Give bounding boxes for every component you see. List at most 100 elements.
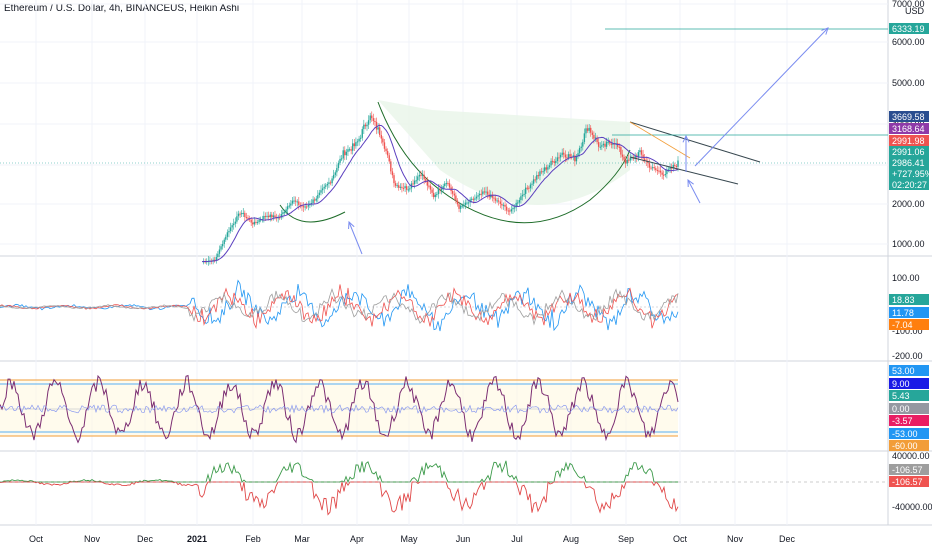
- candle: [418, 174, 421, 177]
- candle: [231, 225, 233, 228]
- x-tick-label: Nov: [84, 534, 101, 544]
- candle: [634, 155, 636, 159]
- candle: [555, 160, 557, 163]
- candle: [586, 128, 589, 131]
- candle: [323, 186, 325, 189]
- pointer-arrow-right-head: [687, 178, 694, 188]
- candle: [267, 215, 270, 218]
- candle: [336, 168, 338, 173]
- candle: [415, 180, 417, 182]
- oscillator-label-box: [889, 440, 929, 451]
- candle: [475, 196, 478, 199]
- candle: [520, 196, 522, 201]
- x-tick-label: Apr: [350, 534, 364, 544]
- candle: [337, 162, 340, 169]
- candle: [263, 215, 265, 220]
- candle: [467, 202, 470, 204]
- candle: [550, 160, 552, 166]
- candle: [218, 249, 221, 254]
- candle: [212, 259, 214, 261]
- candle: [566, 157, 568, 159]
- candle: [348, 149, 351, 151]
- candle: [548, 165, 551, 168]
- candle: [306, 206, 308, 208]
- candle: [326, 183, 329, 186]
- candle: [248, 218, 251, 220]
- candle: [394, 183, 397, 186]
- candle: [401, 186, 403, 188]
- volume-label: -106.57: [892, 465, 923, 475]
- price-label-box: [889, 135, 929, 146]
- momentum-label-box: [889, 307, 929, 318]
- candle: [307, 205, 310, 207]
- candle: [610, 143, 613, 145]
- candle: [442, 186, 444, 189]
- candle: [233, 223, 235, 226]
- candle: [577, 153, 579, 156]
- breakout-arrow-head: [682, 134, 690, 143]
- candle: [366, 124, 368, 127]
- candle: [279, 217, 281, 219]
- candle: [677, 160, 679, 167]
- candle: [594, 137, 597, 139]
- candle: [221, 243, 224, 247]
- volume-tick-label: -40000.00: [892, 502, 932, 512]
- candle: [561, 152, 563, 155]
- candle: [299, 204, 302, 206]
- candle: [447, 183, 449, 185]
- candle: [628, 159, 630, 161]
- candle: [340, 158, 343, 160]
- candle: [320, 190, 322, 193]
- momentum-label-box: [889, 294, 929, 305]
- oscillator-label: 9.00: [892, 379, 910, 389]
- candle: [493, 197, 495, 199]
- candle: [271, 214, 273, 218]
- candle: [532, 179, 535, 184]
- candle: [524, 187, 527, 194]
- x-tick-label: Aug: [563, 534, 579, 544]
- momentum-tick-label: -100.00: [892, 326, 923, 336]
- candle: [347, 149, 349, 152]
- candle: [663, 174, 665, 176]
- candle: [317, 195, 319, 199]
- volume-label-box: [889, 476, 929, 487]
- candle: [440, 188, 443, 191]
- candle: [509, 210, 511, 212]
- candle: [242, 212, 244, 214]
- candle: [505, 206, 508, 211]
- candle: [629, 158, 632, 161]
- momentum-label: 11.78: [892, 308, 914, 318]
- price-label: 02:20:27: [892, 180, 927, 190]
- candle: [437, 188, 440, 195]
- candle: [355, 142, 357, 147]
- y-tick-label: 5000.00: [892, 78, 925, 88]
- oscillator-label-box: [889, 378, 929, 389]
- candle: [580, 146, 582, 149]
- candle: [605, 141, 608, 147]
- oscillator-label-box: [889, 415, 929, 426]
- candle: [266, 215, 268, 217]
- momentum-label-box: [889, 319, 929, 330]
- candle: [507, 210, 509, 212]
- candle: [258, 219, 260, 223]
- candle: [669, 167, 671, 170]
- candle: [407, 189, 409, 191]
- candle: [486, 191, 489, 195]
- candle: [345, 151, 348, 156]
- candle: [461, 205, 463, 207]
- candle: [551, 160, 554, 162]
- candle: [290, 203, 292, 206]
- orange-trendline: [629, 121, 691, 159]
- candle: [388, 155, 390, 162]
- candle: [431, 189, 433, 193]
- candle: [428, 185, 430, 187]
- candle: [596, 137, 598, 143]
- oscillator-label: 53.00: [892, 366, 915, 376]
- candle: [426, 180, 429, 186]
- candle: [356, 141, 359, 143]
- candle: [601, 145, 603, 147]
- price-label-box: [889, 111, 929, 122]
- momentum-label: 18.83: [892, 295, 915, 305]
- candle: [240, 213, 243, 215]
